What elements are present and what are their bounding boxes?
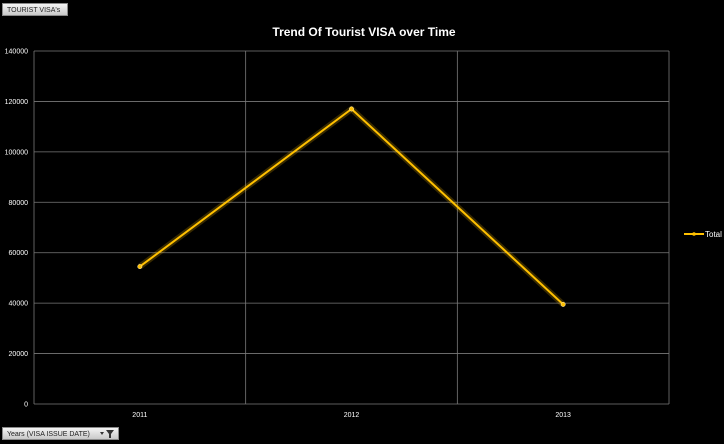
y-tick-label: 20000: [9, 351, 29, 358]
series-line: [139, 107, 564, 306]
filter-dropdown-icon[interactable]: [99, 429, 115, 439]
series-total: [137, 105, 566, 307]
data-point: [349, 106, 354, 112]
y-tick-label: 0: [24, 402, 28, 409]
tourist-visa-field-label: TOURIST VISA's: [7, 7, 61, 14]
y-tick-label: 80000: [9, 200, 29, 207]
x-tick-label: 2011: [132, 412, 147, 419]
y-tick-label: 100000: [5, 149, 28, 156]
y-tick-label: 40000: [9, 301, 29, 308]
tourist-visa-field-button[interactable]: TOURIST VISA's: [2, 3, 68, 16]
chart-gridlines: [33, 50, 670, 405]
years-visa-issue-date-field-button[interactable]: Years (VISA ISSUE DATE): [2, 427, 119, 440]
y-tick-label: 140000: [5, 49, 28, 56]
y-tick-label: 120000: [5, 99, 28, 106]
data-point: [560, 301, 566, 307]
chart-title: Trend Of Tourist VISA over Time: [272, 25, 455, 39]
chart-legend: Total: [684, 230, 722, 239]
y-axis-tick-labels: 0 20000 40000 60000 80000 100000 120000 140000: [5, 49, 28, 409]
years-visa-issue-date-field-label: Years (VISA ISSUE DATE): [7, 431, 90, 438]
legend-marker-total: [692, 232, 696, 236]
legend-label-total: Total: [705, 230, 722, 239]
series-line-glow: [138, 105, 566, 307]
x-axis-tick-labels: 2011 2012 2013: [132, 412, 571, 419]
y-tick-label: 60000: [9, 250, 29, 257]
x-tick-label: 2013: [555, 412, 571, 419]
data-point: [137, 264, 143, 270]
x-tick-label: 2012: [344, 412, 360, 419]
